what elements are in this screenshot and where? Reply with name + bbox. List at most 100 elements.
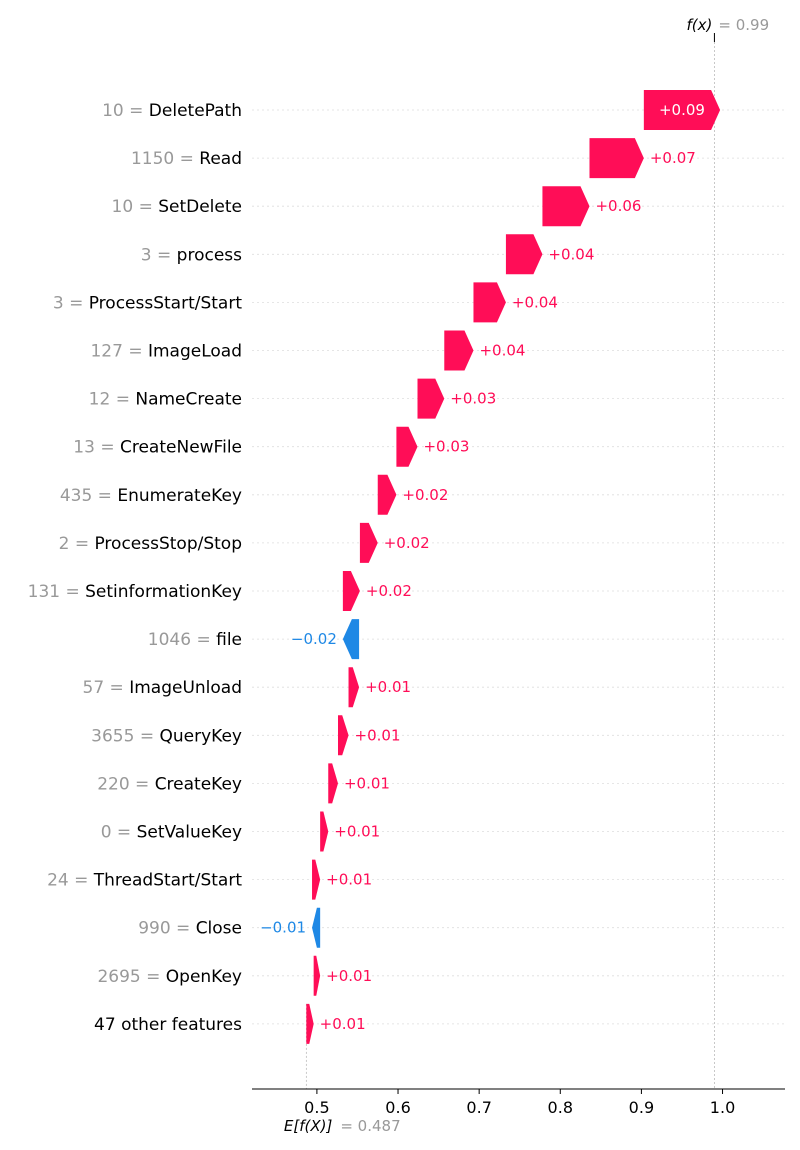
x-tick-label: 0.5 [304, 1098, 329, 1117]
contribution-bar [312, 907, 321, 948]
contribution-label: +0.02 [366, 582, 412, 600]
base-value: = 0.487 [340, 1117, 400, 1135]
feature-label: 435 = EnumerateKey [60, 486, 242, 506]
feature-value: 435 = [60, 486, 118, 506]
feature-name: CreateKey [155, 774, 242, 794]
output-marker: f(x) = 0.99 [687, 16, 770, 34]
feature-value: 12 = [89, 390, 136, 410]
contribution-label: +0.04 [512, 293, 558, 311]
contribution-label: +0.06 [595, 197, 641, 215]
contribution-bar [306, 1003, 314, 1044]
contribution-label: +0.01 [355, 726, 401, 744]
contribution-label: +0.02 [402, 486, 448, 504]
feature-name: ProcessStart/Start [89, 293, 243, 313]
feature-name: QueryKey [160, 726, 243, 746]
contribution-label: +0.09 [659, 101, 705, 119]
reference-lines [305, 33, 715, 1089]
feature-name: 47 other features [94, 1015, 242, 1035]
base-label: E[f(X)] [284, 1117, 333, 1135]
feature-value: 1150 = [131, 149, 199, 169]
feature-name: Read [199, 149, 242, 169]
feature-name: ThreadStart/Start [93, 871, 243, 891]
x-tick-label: 0.8 [548, 1098, 573, 1117]
contribution-label: +0.01 [365, 678, 411, 696]
feature-name: SetValueKey [137, 823, 242, 843]
feature-value: 3 = [53, 293, 89, 313]
feature-label: 2 = ProcessStop/Stop [59, 534, 242, 554]
feature-value: 2 = [59, 534, 95, 554]
contribution-bar [359, 522, 378, 563]
contribution-label: +0.01 [334, 823, 380, 841]
feature-value: 24 = [47, 871, 94, 891]
x-axis: 0.5 0.6 0.7 0.8 0.9 1.0 [252, 1088, 785, 1117]
feature-label: 57 = ImageUnload [83, 678, 242, 698]
feature-label: 1046 = file [148, 630, 242, 650]
contribution-bar [342, 571, 360, 611]
contribution-label: −0.02 [291, 630, 337, 648]
feature-label: 3 = ProcessStart/Start [53, 293, 242, 313]
contribution-bar [320, 811, 329, 852]
contribution-bar [348, 667, 360, 708]
contribution-bar [342, 619, 360, 660]
feature-value: 1046 = [148, 630, 216, 650]
feature-label: 10 = SetDelete [112, 197, 242, 217]
feature-label: 13 = CreateNewFile [73, 438, 242, 458]
feature-name: SetinformationKey [85, 582, 242, 602]
feature-value: 10 = [112, 197, 159, 217]
contribution-label: +0.01 [344, 774, 390, 792]
feature-label: 47 other features [94, 1015, 242, 1035]
x-tick-label: 0.7 [466, 1098, 491, 1117]
feature-label: 24 = ThreadStart/Start [47, 871, 242, 891]
feature-name: ProcessStop/Stop [94, 534, 242, 554]
feature-value: 0 = [101, 823, 137, 843]
feature-name: Close [196, 919, 242, 939]
contribution-label: −0.01 [260, 919, 306, 937]
contribution-label: +0.02 [384, 534, 430, 552]
contribution-bar [417, 378, 445, 419]
contribution-label: +0.07 [650, 149, 696, 167]
contribution-label: +0.01 [326, 871, 372, 889]
contribution-bar [328, 763, 338, 804]
feature-name: EnumerateKey [117, 486, 242, 506]
feature-label: 10 = DeletePath [102, 101, 242, 121]
contribution-bar [312, 859, 321, 900]
feature-name: OpenKey [166, 967, 242, 987]
feature-label: 220 = CreateKey [97, 774, 242, 794]
contribution-label: +0.04 [479, 342, 525, 360]
feature-value: 3655 = [91, 726, 159, 746]
feature-value: 990 = [138, 919, 196, 939]
feature-name: ImageUnload [129, 678, 242, 698]
feature-value: 127 = [90, 342, 148, 362]
feature-value: 2695 = [97, 967, 165, 987]
contribution-bar [643, 90, 721, 130]
feature-value: 3 = [141, 245, 177, 265]
contribution-bar [542, 186, 590, 227]
contribution-bar [444, 330, 474, 371]
contribution-bar [337, 715, 349, 756]
feature-name: SetDelete [158, 197, 242, 217]
fx-label: f(x) [687, 16, 713, 34]
contribution-bar [313, 955, 321, 996]
contribution-bar [505, 234, 543, 275]
feature-name: process [177, 245, 242, 265]
feature-label: 0 = SetValueKey [101, 823, 242, 843]
fx-value: = 0.99 [718, 16, 769, 34]
contribution-bar [396, 426, 418, 467]
contribution-label: +0.03 [423, 438, 469, 456]
feature-value: 131 = [28, 582, 86, 602]
contribution-bar [377, 474, 397, 515]
feature-name: ImageLoad [148, 342, 242, 362]
x-tick-label: 0.6 [385, 1098, 410, 1117]
feature-name: NameCreate [135, 390, 242, 410]
feature-name: file [216, 630, 242, 650]
feature-name: DeletePath [149, 101, 242, 121]
contribution-label: +0.03 [450, 390, 496, 408]
feature-label: 1150 = Read [131, 149, 242, 169]
x-tick-label: 1.0 [710, 1098, 735, 1117]
contribution-label: +0.01 [326, 967, 372, 985]
feature-label: 131 = SetinformationKey [28, 582, 242, 602]
feature-label: 127 = ImageLoad [90, 342, 242, 362]
contribution-bar [473, 282, 506, 323]
feature-value: 220 = [97, 774, 155, 794]
